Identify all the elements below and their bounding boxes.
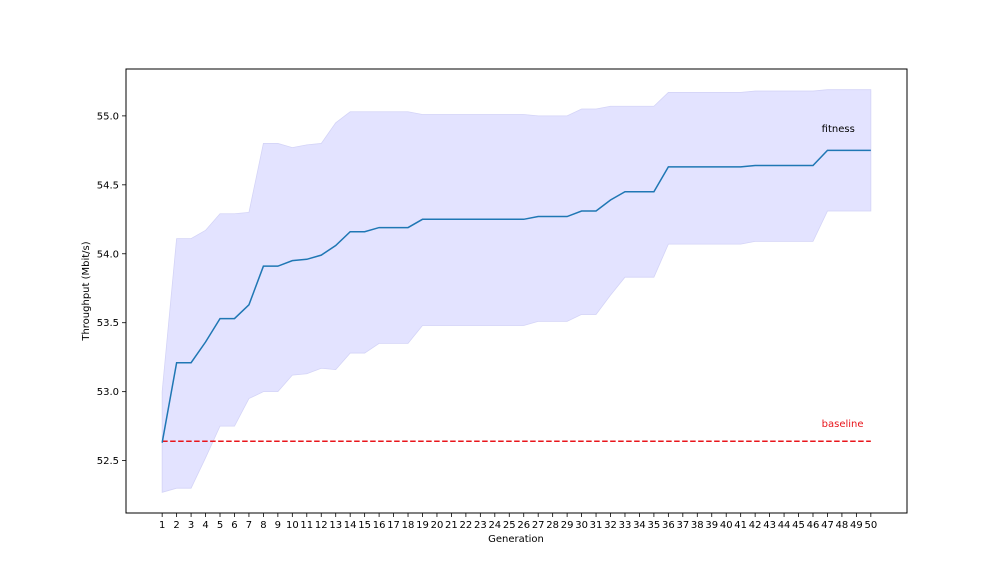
x-tick-label: 13 xyxy=(329,520,342,531)
x-tick-label: 49 xyxy=(850,520,863,531)
x-tick-label: 29 xyxy=(561,520,574,531)
x-tick-label: 3 xyxy=(188,520,194,531)
x-tick-label: 14 xyxy=(344,520,357,531)
x-tick-label: 18 xyxy=(402,520,415,531)
x-tick-label: 32 xyxy=(604,520,617,531)
x-tick-label: 7 xyxy=(246,520,252,531)
x-tick-label: 22 xyxy=(460,520,473,531)
x-tick-label: 12 xyxy=(315,520,328,531)
x-tick-label: 31 xyxy=(590,520,603,531)
plot-frame xyxy=(125,68,908,514)
x-tick-label: 25 xyxy=(503,520,516,531)
x-tick-label: 36 xyxy=(662,520,675,531)
annotation-fitness: fitness xyxy=(822,124,855,135)
x-tick-label: 11 xyxy=(300,520,313,531)
y-tick-label: 54.5 xyxy=(97,180,119,191)
fitness-line xyxy=(161,149,871,443)
x-tick-label: 4 xyxy=(202,520,208,531)
x-tick-label: 21 xyxy=(445,520,458,531)
y-axis-label: Throughput (Mbit/s) xyxy=(81,241,92,341)
x-tick-label: 20 xyxy=(431,520,444,531)
x-tick-label: 47 xyxy=(821,520,834,531)
y-tick-label: 53.0 xyxy=(97,387,119,398)
x-tick-label: 35 xyxy=(648,520,661,531)
x-tick-label: 46 xyxy=(807,520,820,531)
x-tick-label: 38 xyxy=(691,520,704,531)
x-tick-label: 6 xyxy=(231,520,237,531)
y-tick-label: 54.0 xyxy=(97,249,119,260)
x-tick-label: 23 xyxy=(474,520,487,531)
x-tick-label: 45 xyxy=(792,520,805,531)
fitness-band xyxy=(161,89,872,493)
x-tick-label: 15 xyxy=(358,520,371,531)
x-tick-label: 17 xyxy=(387,520,400,531)
x-axis-label: Generation xyxy=(488,534,544,545)
x-tick-label: 10 xyxy=(286,520,299,531)
x-tick-label: 1 xyxy=(159,520,165,531)
x-tick-label: 33 xyxy=(619,520,632,531)
annotation-layer: fitness baseline xyxy=(822,124,864,430)
x-tick-label: 24 xyxy=(488,520,501,531)
x-tick-label: 44 xyxy=(778,520,791,531)
y-tick-label: 52.5 xyxy=(97,456,119,467)
x-tick-label: 2 xyxy=(173,520,179,531)
x-tick-label: 34 xyxy=(633,520,646,531)
x-tick-label: 40 xyxy=(720,520,733,531)
x-tick-label: 19 xyxy=(416,520,429,531)
x-tick-label: 16 xyxy=(373,520,386,531)
y-tick-label: 53.5 xyxy=(97,318,119,329)
x-tick-label: 39 xyxy=(705,520,718,531)
x-tick-label: 28 xyxy=(546,520,559,531)
x-tick-label: 41 xyxy=(734,520,747,531)
x-tick-label: 26 xyxy=(517,520,530,531)
x-tick-label: 50 xyxy=(864,520,877,531)
x-tick-label: 9 xyxy=(275,520,281,531)
series-layer xyxy=(161,149,871,443)
x-tick-label: 30 xyxy=(575,520,588,531)
y-tick-label: 55.0 xyxy=(97,111,119,122)
x-tick-label: 27 xyxy=(532,520,545,531)
x-tick-label: 37 xyxy=(676,520,689,531)
x-tick-label: 5 xyxy=(217,520,223,531)
x-tick-label: 42 xyxy=(749,520,762,531)
annotation-baseline: baseline xyxy=(822,419,864,430)
band-layer xyxy=(161,89,872,493)
x-tick-label: 8 xyxy=(260,520,266,531)
x-tick-label: 48 xyxy=(836,520,849,531)
y-axis: 52.5 53.0 53.5 54.0 54.5 55.0 xyxy=(97,111,126,467)
x-tick-label: 43 xyxy=(763,520,776,531)
x-axis: 1 2 3 4 5 6 7 8 9 10 11 12 13 14 15 16 17 18 19 20 21 22 23 24 2… xyxy=(159,513,877,531)
